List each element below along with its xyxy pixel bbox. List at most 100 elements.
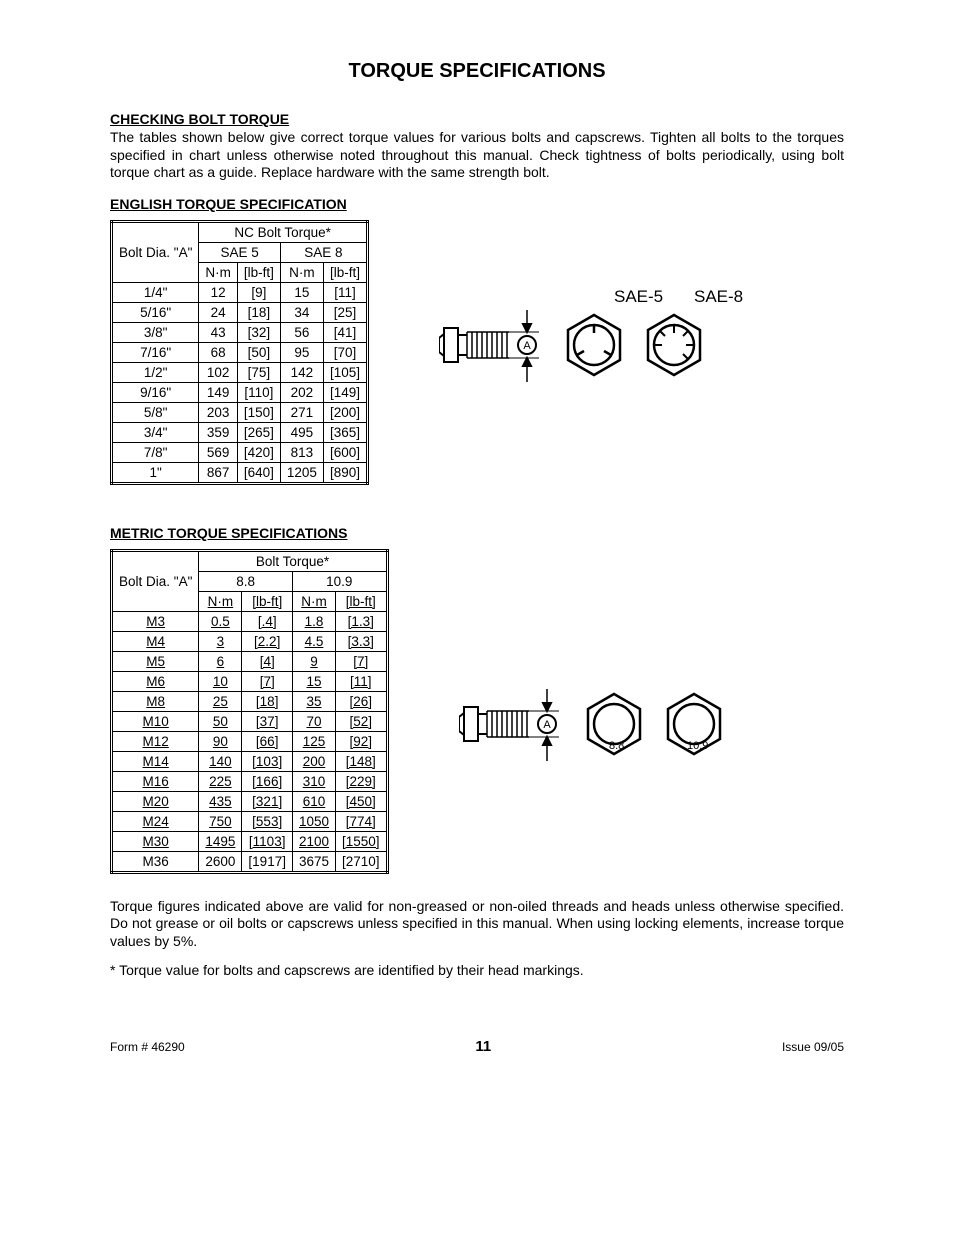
svg-text:SAE-5: SAE-5 bbox=[614, 290, 663, 306]
cell: 15 bbox=[292, 671, 335, 691]
cell: [148] bbox=[336, 751, 388, 771]
cell: [52] bbox=[336, 711, 388, 731]
cell: 56 bbox=[280, 322, 323, 342]
cell: [75] bbox=[237, 362, 280, 382]
cell: [553] bbox=[242, 811, 293, 831]
cell: 610 bbox=[292, 791, 335, 811]
cell: 2600 bbox=[199, 851, 242, 872]
cell: 90 bbox=[199, 731, 242, 751]
cell: M4 bbox=[112, 631, 199, 651]
table-row: M1290[66]125[92] bbox=[112, 731, 388, 751]
form-number: Form # 46290 bbox=[110, 1040, 185, 1054]
note-1: Torque figures indicated above are valid… bbox=[110, 898, 844, 951]
cell: 50 bbox=[199, 711, 242, 731]
table-row: 1/2"102[75]142[105] bbox=[112, 362, 368, 382]
table-row: 3/8"43[32]56[41] bbox=[112, 322, 368, 342]
cell: 750 bbox=[199, 811, 242, 831]
cell: [4] bbox=[242, 651, 293, 671]
table-row: 1/4"12[9]15[11] bbox=[112, 282, 368, 302]
checking-heading: CHECKING BOLT TORQUE bbox=[110, 111, 844, 127]
cell: 202 bbox=[280, 382, 323, 402]
grade-b: 10.9 bbox=[292, 571, 387, 591]
cell: 867 bbox=[199, 462, 238, 483]
cell: 12 bbox=[199, 282, 238, 302]
cell: M16 bbox=[112, 771, 199, 791]
cell: [450] bbox=[336, 791, 388, 811]
cell: [2710] bbox=[336, 851, 388, 872]
cell: [18] bbox=[237, 302, 280, 322]
english-heading: ENGLISH TORQUE SPECIFICATION bbox=[110, 196, 844, 212]
table-row: M14140[103]200[148] bbox=[112, 751, 388, 771]
col-top: Bolt Torque* bbox=[199, 550, 387, 571]
cell: [37] bbox=[242, 711, 293, 731]
cell: [26] bbox=[336, 691, 388, 711]
table-row: M362600[1917]3675[2710] bbox=[112, 851, 388, 872]
cell: 5/8" bbox=[112, 402, 199, 422]
table-row: 5/8"203[150]271[200] bbox=[112, 402, 368, 422]
cell: [150] bbox=[237, 402, 280, 422]
cell: 142 bbox=[280, 362, 323, 382]
table-row: 1"867[640]1205[890] bbox=[112, 462, 368, 483]
cell: M14 bbox=[112, 751, 199, 771]
table-row: M20435[321]610[450] bbox=[112, 791, 388, 811]
cell: 203 bbox=[199, 402, 238, 422]
cell: [1550] bbox=[336, 831, 388, 851]
cell: 15 bbox=[280, 282, 323, 302]
cell: [200] bbox=[323, 402, 367, 422]
metric-diagram: A 8.8 10.9 bbox=[459, 549, 844, 779]
cell: [41] bbox=[323, 322, 367, 342]
cell: M6 bbox=[112, 671, 199, 691]
cell: 1050 bbox=[292, 811, 335, 831]
cell: [103] bbox=[242, 751, 293, 771]
cell: M30 bbox=[112, 831, 199, 851]
english-table: Bolt Dia. "A" NC Bolt Torque* SAE 5 SAE … bbox=[110, 220, 369, 485]
cell: 9 bbox=[292, 651, 335, 671]
unit-lbft: [lb-ft] bbox=[242, 591, 293, 611]
cell: [229] bbox=[336, 771, 388, 791]
svg-text:A: A bbox=[543, 719, 551, 731]
cell: 9/16" bbox=[112, 382, 199, 402]
cell: [110] bbox=[237, 382, 280, 402]
cell: M8 bbox=[112, 691, 199, 711]
table-row: M24750[553]1050[774] bbox=[112, 811, 388, 831]
cell: 10 bbox=[199, 671, 242, 691]
cell: [1.3] bbox=[336, 611, 388, 631]
cell: 225 bbox=[199, 771, 242, 791]
cell: M36 bbox=[112, 851, 199, 872]
unit-nm: N·m bbox=[199, 262, 238, 282]
unit-lbft: [lb-ft] bbox=[237, 262, 280, 282]
cell: 310 bbox=[292, 771, 335, 791]
grade-a: SAE 5 bbox=[199, 242, 281, 262]
cell: [9] bbox=[237, 282, 280, 302]
table-row: 5/16"24[18]34[25] bbox=[112, 302, 368, 322]
cell: [25] bbox=[323, 302, 367, 322]
table-row: 7/8"569[420]813[600] bbox=[112, 442, 368, 462]
cell: [18] bbox=[242, 691, 293, 711]
col-dia: Bolt Dia. "A" bbox=[112, 550, 199, 611]
english-diagram: A SAE bbox=[439, 220, 844, 400]
cell: [66] bbox=[242, 731, 293, 751]
table-row: M43[2.2]4.5[3.3] bbox=[112, 631, 388, 651]
cell: [105] bbox=[323, 362, 367, 382]
cell: [774] bbox=[336, 811, 388, 831]
cell: M3 bbox=[112, 611, 199, 631]
cell: 4.5 bbox=[292, 631, 335, 651]
cell: [321] bbox=[242, 791, 293, 811]
cell: M20 bbox=[112, 791, 199, 811]
cell: [2.2] bbox=[242, 631, 293, 651]
cell: 495 bbox=[280, 422, 323, 442]
cell: [640] bbox=[237, 462, 280, 483]
cell: 70 bbox=[292, 711, 335, 731]
unit-lbft: [lb-ft] bbox=[336, 591, 388, 611]
cell: 95 bbox=[280, 342, 323, 362]
cell: [1103] bbox=[242, 831, 293, 851]
cell: 813 bbox=[280, 442, 323, 462]
cell: 43 bbox=[199, 322, 238, 342]
cell: 7/8" bbox=[112, 442, 199, 462]
metric-heading: METRIC TORQUE SPECIFICATIONS bbox=[110, 525, 844, 541]
cell: [32] bbox=[237, 322, 280, 342]
cell: [1917] bbox=[242, 851, 293, 872]
cell: 1/4" bbox=[112, 282, 199, 302]
cell: 1205 bbox=[280, 462, 323, 483]
cell: M5 bbox=[112, 651, 199, 671]
